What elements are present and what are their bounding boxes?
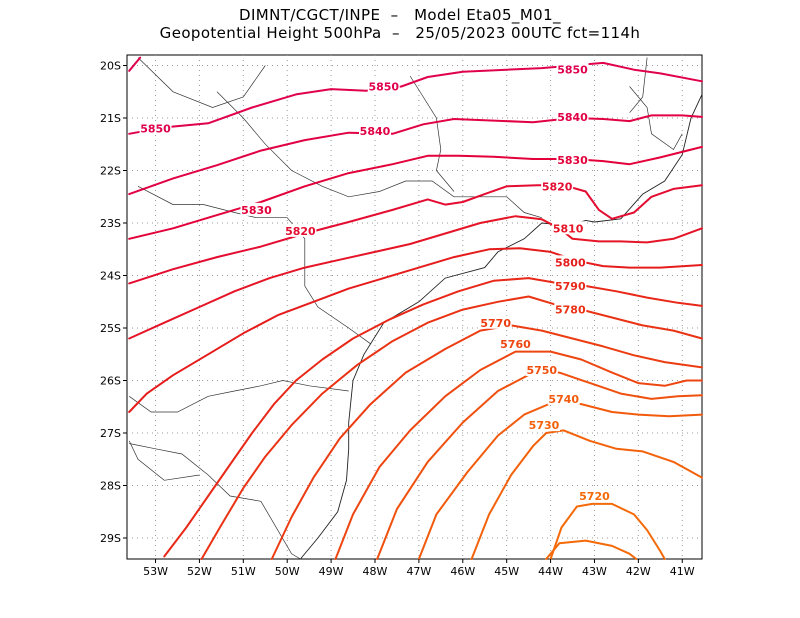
contour-label: 5730 <box>529 419 560 432</box>
contour-5770 <box>270 324 703 560</box>
contour-5720 <box>545 539 638 560</box>
contour-label-bg <box>554 302 587 316</box>
coastline-line <box>300 94 703 560</box>
contour-label-bg <box>541 179 574 193</box>
contour-label: 5830 <box>241 204 272 217</box>
x-tick-label: 50W <box>275 565 300 578</box>
contour-label: 5750 <box>526 364 557 377</box>
x-tick-label: 41W <box>670 565 695 578</box>
y-tick-label: 28S <box>100 480 121 493</box>
x-tick-label: 44W <box>538 565 563 578</box>
latitude-axis: 20S 21S 22S 23S 24S 25S 26S 27S 28S 29S <box>100 60 127 545</box>
x-tick-label: 46W <box>450 565 475 578</box>
contour-label-bg <box>525 363 558 376</box>
contour-5820 <box>128 184 703 285</box>
contour-label: 5770 <box>480 317 511 330</box>
contour-5830 <box>128 145 703 240</box>
contour-label: 5800 <box>555 256 586 269</box>
y-tick-label: 29S <box>100 532 121 545</box>
border-line <box>409 75 455 192</box>
coastline <box>300 94 703 560</box>
contour-labels: 5850 5850 5850 5840 5840 5830 5830 5820 5820 5810… <box>139 62 611 503</box>
y-tick-label: 26S <box>100 375 121 388</box>
y-tick-label: 24S <box>100 270 121 283</box>
border-line <box>629 86 683 151</box>
contour-label-bg <box>139 121 172 135</box>
contour-label: 5820 <box>542 180 573 193</box>
contour-label-bg <box>556 62 589 76</box>
y-tick-label: 21S <box>100 112 121 125</box>
contour-label-bg <box>284 223 317 237</box>
border-line <box>137 185 371 345</box>
border-line <box>137 57 266 108</box>
contour-label: 5810 <box>553 222 584 235</box>
contour-5850 <box>128 61 703 135</box>
contour-label: 5850 <box>140 123 171 136</box>
contour-label-bg <box>240 202 273 216</box>
x-tick-label: 52W <box>187 565 212 578</box>
contour-5800 <box>128 247 703 413</box>
contour-5720 <box>549 502 666 560</box>
contour-label-bg <box>554 279 587 292</box>
border-line <box>128 380 349 413</box>
contour-label: 5720 <box>579 490 610 503</box>
contour-label-bg <box>367 79 400 93</box>
contour-label-bg <box>554 255 587 269</box>
title-line-2: Geopotential Height 500hPa – 25/05/2023 … <box>159 24 641 42</box>
contour-label: 5790 <box>555 280 586 293</box>
contour-label: 5740 <box>548 393 579 406</box>
contour-label-bg <box>358 124 391 138</box>
contour-label: 5830 <box>557 154 588 167</box>
contour-5790 <box>163 277 703 558</box>
x-tick-label: 48W <box>363 565 388 578</box>
contour-label: 5780 <box>555 304 586 317</box>
contour-5840 <box>128 114 703 196</box>
border-line <box>129 443 301 560</box>
x-tick-label: 49W <box>319 565 344 578</box>
contour-label: 5850 <box>557 64 588 77</box>
contour-5810 <box>128 215 703 340</box>
title-line-1: DIMNT/CGCT/INPE – Model Eta05_M01_ <box>239 6 561 24</box>
contour-5780 <box>200 295 703 560</box>
y-tick-label: 20S <box>100 60 121 73</box>
contour-label-bg <box>499 336 532 350</box>
contour-5760 <box>334 350 703 560</box>
x-tick-label: 42W <box>626 565 651 578</box>
contour-label: 5840 <box>360 125 391 138</box>
contour-label: 5850 <box>368 81 399 94</box>
contour-label: 5760 <box>500 338 531 351</box>
y-tick-label: 25S <box>100 322 121 335</box>
x-tick-label: 43W <box>582 565 607 578</box>
x-tick-label: 53W <box>143 565 168 578</box>
contour-label-bg <box>578 489 611 502</box>
x-tick-label: 47W <box>406 565 431 578</box>
contour-label-bg <box>479 315 512 329</box>
contour-label-bg <box>556 109 589 123</box>
contour-5730 <box>470 429 703 560</box>
border-line <box>128 440 200 481</box>
contour-label: 5820 <box>285 225 316 238</box>
y-tick-label: 27S <box>100 427 121 440</box>
height-contours <box>128 56 703 560</box>
x-tick-label: 45W <box>494 565 519 578</box>
x-tick-label: 51W <box>231 565 256 578</box>
y-tick-label: 23S <box>100 217 121 230</box>
contour-label-bg <box>556 153 589 166</box>
y-tick-label: 22S <box>100 165 121 178</box>
contour-label: 5840 <box>557 111 588 124</box>
contour-label-bg <box>547 391 580 405</box>
contour-5850 <box>128 56 142 72</box>
longitude-axis: 53W 52W 51W 50W 49W 48W 47W 46W 45W 44W 43W 42W 41W <box>143 559 695 578</box>
contour-label-bg <box>527 418 560 432</box>
contour-label-bg <box>552 221 585 235</box>
